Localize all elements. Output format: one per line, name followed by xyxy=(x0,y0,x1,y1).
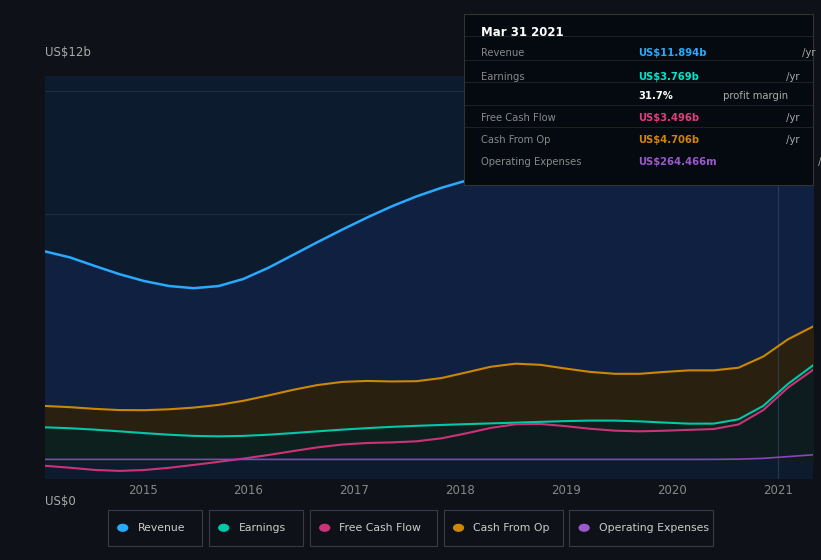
Text: Revenue: Revenue xyxy=(138,523,185,533)
Text: US$4.706b: US$4.706b xyxy=(639,136,699,145)
Text: Operating Expenses: Operating Expenses xyxy=(599,523,709,533)
Text: US$0: US$0 xyxy=(45,495,76,508)
Text: /yr: /yr xyxy=(783,136,800,145)
Text: Cash From Op: Cash From Op xyxy=(474,523,550,533)
Text: Earnings: Earnings xyxy=(239,523,286,533)
Text: /yr: /yr xyxy=(783,72,800,82)
Text: Earnings: Earnings xyxy=(481,72,525,82)
Text: US$12b: US$12b xyxy=(45,46,91,59)
Text: Cash From Op: Cash From Op xyxy=(481,136,551,145)
Text: Operating Expenses: Operating Expenses xyxy=(481,157,582,167)
Text: /yr: /yr xyxy=(799,48,815,58)
Text: /yr: /yr xyxy=(814,157,821,167)
Text: US$3.769b: US$3.769b xyxy=(639,72,699,82)
Text: US$264.466m: US$264.466m xyxy=(639,157,717,167)
Text: 31.7%: 31.7% xyxy=(639,91,673,101)
Text: profit margin: profit margin xyxy=(720,91,788,101)
Text: Free Cash Flow: Free Cash Flow xyxy=(481,113,556,123)
Text: /yr: /yr xyxy=(783,113,800,123)
Text: US$3.496b: US$3.496b xyxy=(639,113,699,123)
Text: Mar 31 2021: Mar 31 2021 xyxy=(481,26,564,39)
Text: Free Cash Flow: Free Cash Flow xyxy=(340,523,421,533)
Text: US$11.894b: US$11.894b xyxy=(639,48,707,58)
Text: Revenue: Revenue xyxy=(481,48,525,58)
